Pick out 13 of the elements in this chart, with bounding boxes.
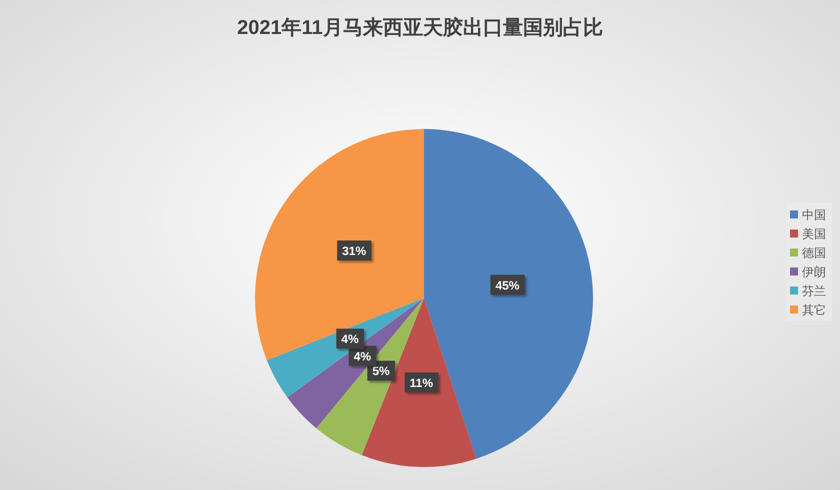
legend-label: 芬兰 bbox=[802, 284, 826, 298]
data-label: 4% bbox=[354, 349, 372, 364]
legend-label: 伊朗 bbox=[802, 265, 826, 279]
legend-label: 德国 bbox=[802, 246, 826, 260]
legend-label: 美国 bbox=[802, 227, 826, 241]
data-label: 45% bbox=[495, 278, 520, 292]
legend-label: 中国 bbox=[802, 208, 826, 222]
data-label: 31% bbox=[342, 244, 366, 258]
data-label: 4% bbox=[341, 332, 359, 346]
chart-title: 2021年11月马来西亚天胶出口量国别占比 bbox=[237, 16, 603, 39]
legend-label: 其它 bbox=[802, 303, 826, 317]
data-label: 5% bbox=[372, 364, 390, 378]
data-label: 11% bbox=[410, 376, 434, 390]
